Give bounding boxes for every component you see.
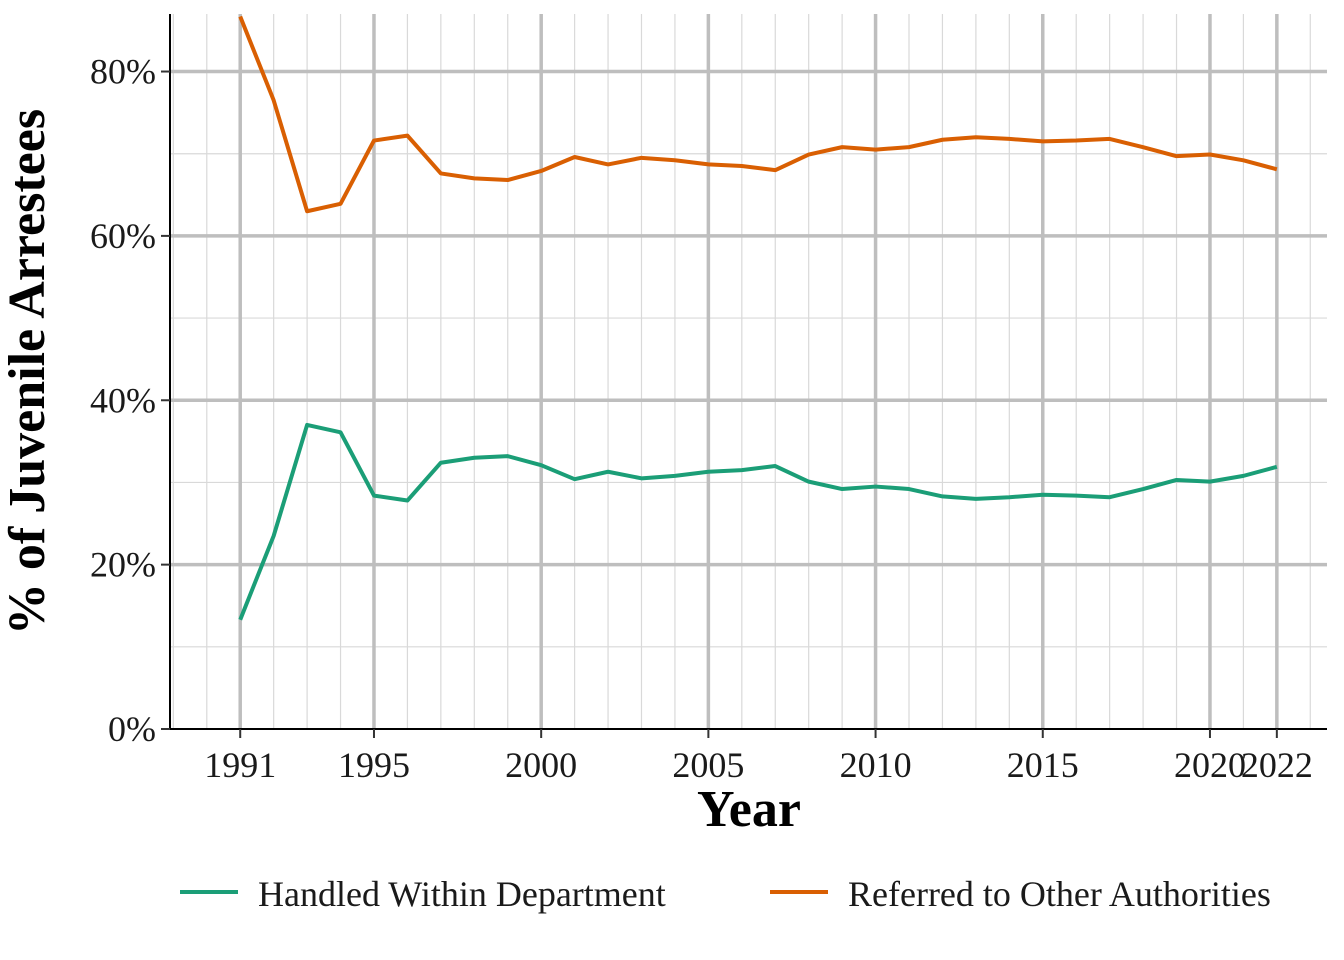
y-tick-label: 20% (90, 545, 156, 585)
y-tick-label: 60% (90, 216, 156, 256)
x-tick-label: 2010 (840, 745, 912, 785)
major-gridlines (170, 14, 1327, 729)
x-tick-label: 1991 (204, 745, 276, 785)
y-axis-title: % of Juvenile Arrestees (0, 109, 56, 635)
y-tick-label: 80% (90, 52, 156, 92)
series-lines (238, 15, 1278, 621)
y-axis-ticks: 0% 20% 40% 60% 80% (90, 52, 170, 749)
legend-label-2: Referred to Other Authorities (848, 874, 1271, 914)
series-line-2 (238, 15, 1278, 214)
legend-label-1: Handled Within Department (258, 874, 666, 914)
series-line-1 (238, 422, 1278, 621)
x-tick-label: 1995 (338, 745, 410, 785)
x-tick-label: 2020 (1174, 745, 1246, 785)
x-tick-label: 2015 (1007, 745, 1079, 785)
y-tick-label: 0% (108, 709, 156, 749)
y-tick-label: 40% (90, 380, 156, 420)
x-tick-label: 2022 (1241, 745, 1313, 785)
x-tick-label: 2005 (672, 745, 744, 785)
x-tick-label: 2000 (505, 745, 577, 785)
legend: Handled Within Department Referred to Oth… (180, 874, 1271, 914)
x-axis-title: Year (697, 781, 801, 838)
minor-gridlines (170, 14, 1327, 729)
